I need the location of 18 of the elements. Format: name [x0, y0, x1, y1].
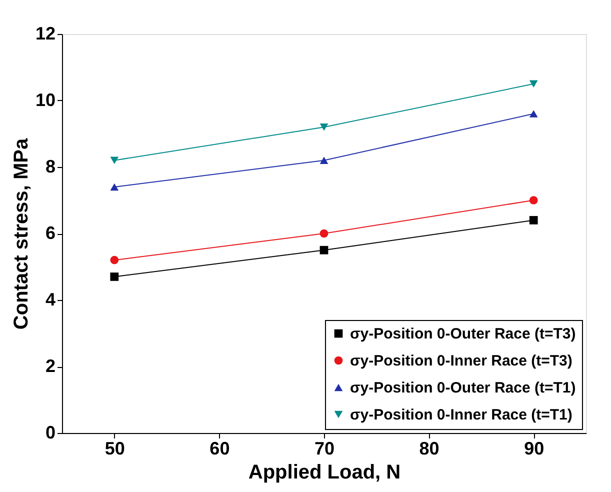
y-tick-label: 0 — [45, 422, 56, 442]
y-tick-label: 6 — [45, 223, 56, 243]
y-tick-label: 4 — [45, 290, 56, 310]
y-tick-label: 12 — [35, 24, 56, 44]
legend-label: σy-Position 0-Inner Race (t=T1) — [350, 406, 572, 424]
legend-label: σy-Position 0-Outer Race (t=T3) — [350, 326, 576, 342]
x-tick-label: 70 — [314, 438, 335, 458]
y-tick-label: 2 — [45, 356, 56, 376]
y-tick-label: 10 — [35, 90, 56, 110]
x-tick-label: 60 — [210, 438, 230, 458]
legend-label: σy-Position 0-Outer Race (t=T1) — [350, 380, 576, 396]
legend-label: σy-Position 0-Inner Race (t=T3) — [350, 352, 572, 370]
x-tick-label: 90 — [524, 438, 544, 458]
x-tick-label: 50 — [104, 438, 125, 458]
y-axis-title: Contact stress, MPa — [10, 138, 32, 330]
y-tick-label: 8 — [45, 156, 56, 176]
x-tick-label: 80 — [419, 438, 440, 458]
x-axis-title: Applied Load, N — [248, 462, 401, 484]
